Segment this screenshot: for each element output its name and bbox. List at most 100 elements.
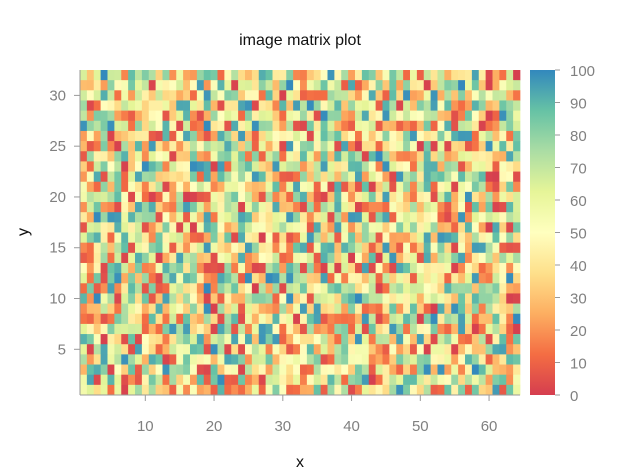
heatmap-cell bbox=[375, 273, 383, 284]
heatmap-cell bbox=[231, 181, 239, 193]
x-tick-label: 10 bbox=[137, 418, 154, 435]
heatmap-cell bbox=[141, 364, 150, 376]
heatmap-cell bbox=[465, 130, 473, 142]
heatmap-cell bbox=[245, 232, 253, 244]
heatmap-cell bbox=[265, 151, 273, 162]
heatmap-cell bbox=[196, 222, 205, 233]
heatmap-cell bbox=[265, 232, 273, 244]
heatmap-cell bbox=[355, 202, 363, 213]
heatmap-cell bbox=[258, 364, 266, 376]
heatmap-cell bbox=[348, 293, 356, 304]
heatmap-cell bbox=[465, 344, 473, 355]
heatmap-cell bbox=[196, 100, 205, 111]
heatmap-cell bbox=[183, 161, 191, 172]
heatmap-cell bbox=[375, 313, 383, 325]
heatmap-cell bbox=[382, 181, 390, 193]
x-tick-label: 30 bbox=[274, 418, 291, 435]
heatmap-cell bbox=[306, 283, 315, 294]
heatmap-cell bbox=[368, 222, 376, 233]
heatmap-cell bbox=[341, 100, 349, 111]
heatmap-cell bbox=[231, 141, 239, 152]
heatmap-cell bbox=[410, 273, 418, 284]
heatmap-cell bbox=[183, 70, 191, 81]
heatmap-cell bbox=[382, 323, 390, 335]
heatmap-cell bbox=[217, 303, 225, 315]
heatmap-cell bbox=[169, 130, 177, 142]
heatmap-cell bbox=[348, 334, 356, 345]
heatmap-cell bbox=[368, 202, 376, 213]
heatmap-cell bbox=[100, 273, 108, 284]
heatmap-cell bbox=[458, 303, 466, 315]
heatmap-cell bbox=[93, 323, 101, 335]
heatmap-cell bbox=[203, 222, 211, 233]
heatmap-cell bbox=[396, 303, 404, 315]
heatmap-cell bbox=[128, 80, 136, 91]
heatmap-cell bbox=[86, 70, 95, 81]
heatmap-cell bbox=[306, 70, 315, 81]
heatmap-cell bbox=[251, 364, 260, 376]
heatmap-cell bbox=[375, 252, 383, 264]
heatmap-cell bbox=[231, 323, 239, 335]
heatmap-cell bbox=[190, 364, 198, 376]
y-tick-label: 30 bbox=[49, 87, 66, 104]
heatmap-cell bbox=[375, 232, 383, 244]
heatmap-cell bbox=[471, 202, 480, 213]
heatmap-cell bbox=[245, 354, 253, 365]
heatmap-cell bbox=[458, 70, 466, 81]
heatmap-cell bbox=[80, 141, 88, 152]
heatmap-cell bbox=[430, 283, 438, 294]
heatmap-cell bbox=[403, 344, 411, 355]
heatmap-cell bbox=[121, 344, 129, 355]
heatmap-cell bbox=[430, 171, 438, 183]
colorbar-tick-label: 50 bbox=[570, 226, 587, 243]
heatmap-cell bbox=[217, 90, 225, 101]
heatmap-cell bbox=[361, 303, 370, 315]
heatmap-cell bbox=[368, 90, 376, 101]
heatmap-cell bbox=[141, 110, 150, 122]
heatmap-cell bbox=[286, 252, 294, 264]
heatmap-cell bbox=[492, 323, 500, 335]
heatmap-cell bbox=[80, 80, 88, 91]
heatmap-cell bbox=[217, 141, 225, 152]
heatmap-cell bbox=[458, 323, 466, 335]
y-tick-label: 20 bbox=[49, 189, 66, 206]
heatmap-cell bbox=[265, 70, 273, 81]
heatmap-cell bbox=[327, 313, 335, 325]
heatmap-cell bbox=[190, 151, 198, 162]
heatmap-cell bbox=[465, 232, 473, 244]
heatmap-cell bbox=[410, 384, 418, 396]
heatmap-cell bbox=[80, 70, 88, 81]
heatmap-cell bbox=[86, 364, 95, 376]
heatmap-cell bbox=[114, 252, 122, 264]
heatmap-cell bbox=[506, 283, 514, 294]
heatmap-cell bbox=[121, 222, 129, 233]
heatmap-cell bbox=[93, 120, 101, 132]
heatmap-cell bbox=[272, 303, 280, 315]
heatmap-cell bbox=[306, 100, 315, 111]
heatmap-cell bbox=[341, 120, 349, 132]
heatmap-cell bbox=[341, 80, 349, 91]
heatmap-cell bbox=[471, 344, 480, 355]
heatmap-cell bbox=[93, 100, 101, 111]
heatmap-cell bbox=[403, 141, 411, 152]
heatmap-cell bbox=[348, 110, 356, 122]
heatmap-cell bbox=[471, 212, 480, 223]
heatmap-cell bbox=[279, 354, 287, 365]
heatmap-cell bbox=[465, 120, 473, 132]
heatmap-cell bbox=[389, 293, 397, 304]
heatmap-cell bbox=[183, 374, 191, 386]
heatmap-cell bbox=[389, 252, 397, 264]
heatmap-cell bbox=[437, 171, 445, 183]
heatmap-cell bbox=[389, 364, 397, 376]
heatmap-cell bbox=[416, 323, 425, 335]
heatmap-cell bbox=[416, 364, 425, 376]
heatmap-cell bbox=[368, 344, 376, 355]
heatmap-cell bbox=[403, 242, 411, 254]
heatmap-cell bbox=[348, 262, 356, 274]
heatmap-cell bbox=[217, 344, 225, 355]
heatmap-cell bbox=[210, 384, 218, 396]
heatmap-cell bbox=[396, 212, 404, 223]
heatmap-cell bbox=[293, 374, 301, 386]
heatmap-cell bbox=[423, 191, 431, 203]
heatmap-cell bbox=[203, 354, 211, 365]
